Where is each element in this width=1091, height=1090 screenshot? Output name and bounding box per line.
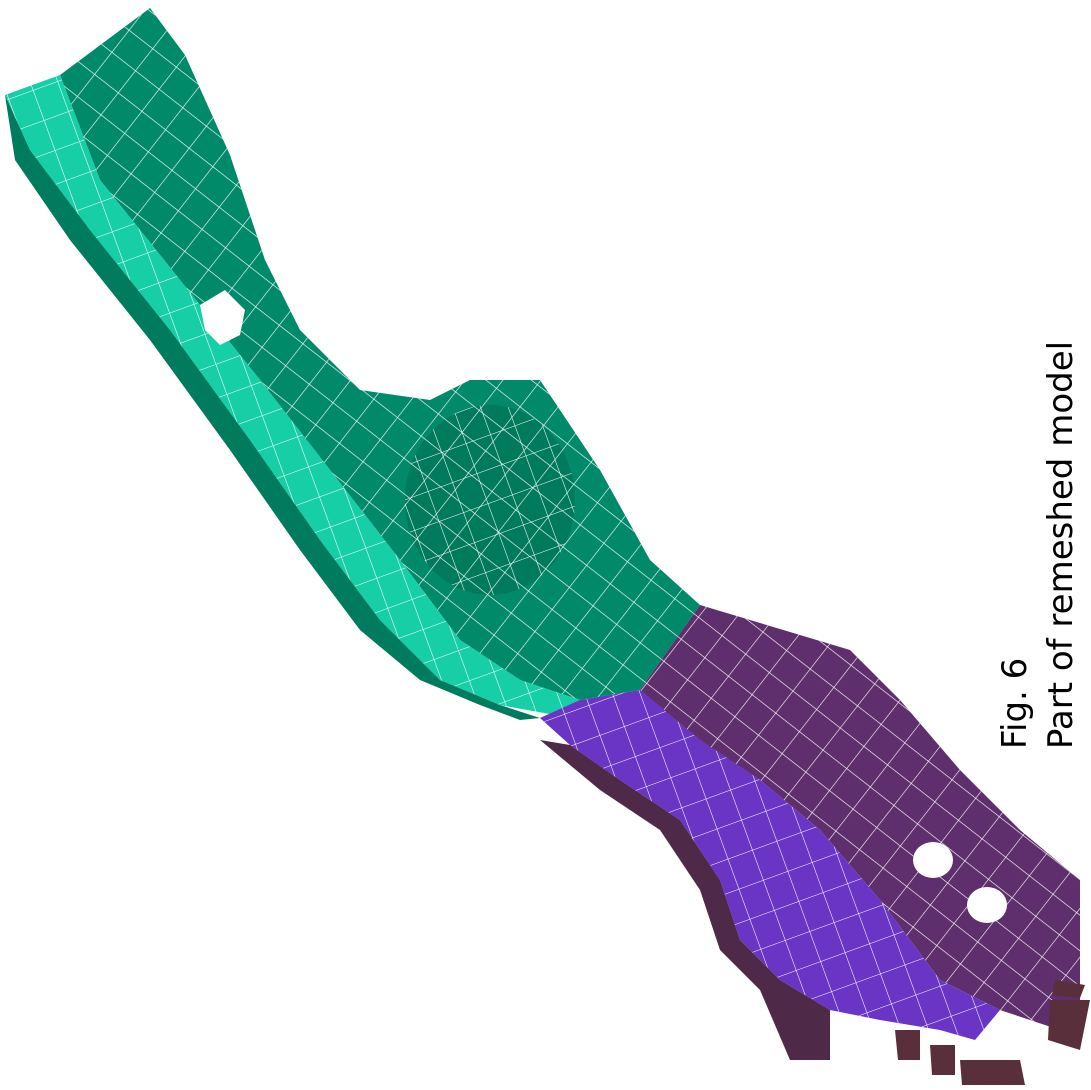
purple-lower-wall: [540, 740, 830, 1060]
green-hole: [200, 290, 245, 345]
purple-hole-1: [913, 842, 953, 878]
figure-label: Fig. 6: [995, 657, 1035, 750]
green-section: [5, 8, 700, 720]
purple-hole-2: [967, 887, 1007, 923]
tab-3: [960, 1060, 1025, 1085]
tab-1: [895, 1030, 920, 1060]
figure-caption: Fig. 6 Part of remeshed model: [992, 341, 1084, 749]
figure-caption-text: Part of remeshed model: [1041, 340, 1081, 750]
purple-section: [540, 605, 1090, 1085]
tab-2: [930, 1045, 955, 1075]
tab-5: [1052, 980, 1085, 998]
tab-4: [1048, 1000, 1090, 1050]
